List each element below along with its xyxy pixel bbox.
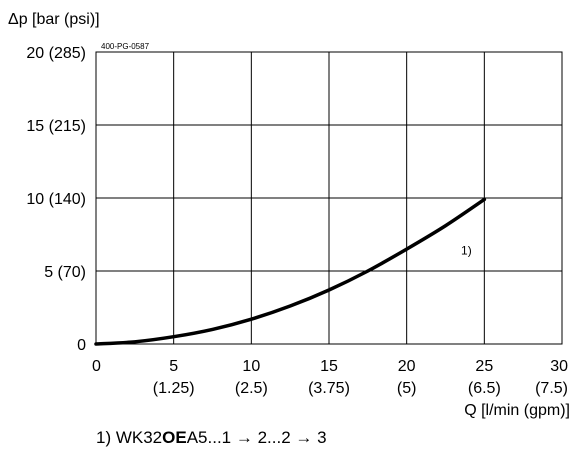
x-tick-sublabel: (1.25) xyxy=(153,380,195,397)
x-tick-label: 20 xyxy=(398,358,416,375)
x-tick-sublabel: (7.5) xyxy=(535,380,568,397)
x-tick-label: 0 xyxy=(92,358,101,375)
footnote: 1) WK32OEA5...1 → 2...2 → 3 xyxy=(96,428,327,447)
y-tick-label: 5 (70) xyxy=(44,264,86,281)
y-tick-label: 15 (215) xyxy=(26,118,86,135)
x-tick-sublabel: (3.75) xyxy=(308,380,350,397)
x-tick-label: 15 xyxy=(320,358,338,375)
x-tick-sublabel: (5) xyxy=(397,380,417,397)
x-tick-label: 25 xyxy=(475,358,493,375)
footnote-bold: OE xyxy=(162,428,187,447)
y-tick-label: 0 xyxy=(77,337,86,354)
y-tick-label: 20 (285) xyxy=(26,45,86,62)
doc-code: 400-PG-0587 xyxy=(101,42,150,51)
grid-lines xyxy=(95,51,563,345)
footnote-prefix: 1) WK32 xyxy=(96,428,162,447)
x-tick-sublabel: (6.5) xyxy=(468,380,501,397)
x-tick-sublabel: (2.5) xyxy=(235,380,268,397)
y-tick-labels: 0 5 (70) 10 (140) 15 (215) 20 (285) xyxy=(26,45,86,354)
x-tick-labels: 0 5 (1.25) 10 (2.5) 15 (3.75) 20 (5) 25 (6.5) 30 (7.… xyxy=(92,358,568,397)
x-tick-label: 5 xyxy=(169,358,178,375)
footnote-suffix: A5...1 → 2...2 → 3 xyxy=(187,428,327,447)
y-axis-title: Δp [bar (psi)] xyxy=(8,11,100,28)
x-tick-label: 30 xyxy=(550,358,568,375)
series-line xyxy=(94,197,487,346)
y-tick-label: 10 (140) xyxy=(26,191,86,208)
x-tick-label: 10 xyxy=(242,358,260,375)
plot-frame xyxy=(95,51,563,345)
x-axis-title: Q [l/min (gpm)] xyxy=(464,402,570,419)
series-label: 1) xyxy=(461,244,472,258)
